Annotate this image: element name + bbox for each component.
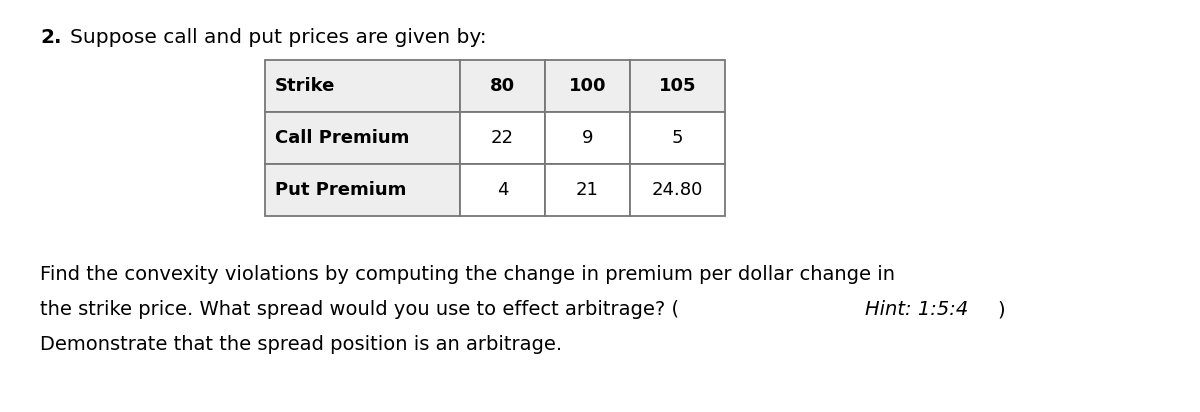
Bar xyxy=(630,112,725,164)
Bar xyxy=(545,112,630,164)
Text: 24.80: 24.80 xyxy=(652,181,703,199)
Text: 4: 4 xyxy=(497,181,509,199)
Bar xyxy=(460,60,545,112)
Text: 105: 105 xyxy=(659,77,696,95)
Text: ): ) xyxy=(997,300,1006,319)
Bar xyxy=(545,60,630,112)
Text: 2.: 2. xyxy=(40,28,61,47)
Text: 21: 21 xyxy=(576,181,599,199)
Text: 9: 9 xyxy=(582,129,593,147)
Text: 100: 100 xyxy=(569,77,606,95)
Bar xyxy=(460,164,545,216)
Bar xyxy=(545,164,630,216)
Text: Find the convexity violations by computing the change in premium per dollar chan: Find the convexity violations by computi… xyxy=(40,265,895,284)
Text: the strike price. What spread would you use to effect arbitrage? (: the strike price. What spread would you … xyxy=(40,300,679,319)
Text: Suppose call and put prices are given by:: Suppose call and put prices are given by… xyxy=(70,28,487,47)
Bar xyxy=(265,164,460,216)
Text: Demonstrate that the spread position is an arbitrage.: Demonstrate that the spread position is … xyxy=(40,335,562,354)
Text: 80: 80 xyxy=(490,77,515,95)
Bar xyxy=(630,164,725,216)
Text: Strike: Strike xyxy=(275,77,335,95)
Bar xyxy=(265,60,460,112)
Text: Hint: 1:5:4: Hint: 1:5:4 xyxy=(864,300,967,319)
Bar xyxy=(460,112,545,164)
Bar xyxy=(630,60,725,112)
Text: 5: 5 xyxy=(672,129,683,147)
Bar xyxy=(265,112,460,164)
Text: Put Premium: Put Premium xyxy=(275,181,407,199)
Text: Call Premium: Call Premium xyxy=(275,129,409,147)
Text: 22: 22 xyxy=(491,129,514,147)
